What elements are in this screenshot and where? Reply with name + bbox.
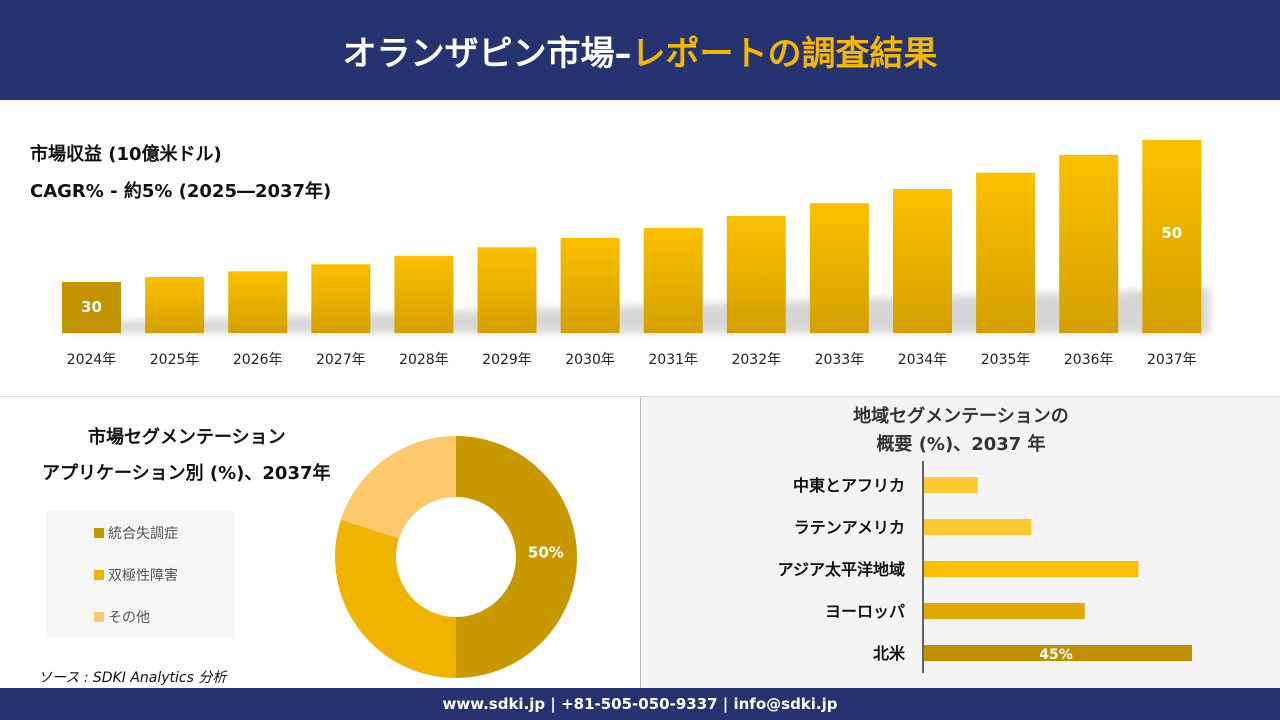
segment-title-1: 市場セグメンテーション <box>88 427 286 448</box>
title-accent: レポートの調査結果 <box>631 33 938 74</box>
x-tick-label: 2030年 <box>565 352 615 368</box>
region-bar <box>924 645 1192 661</box>
x-tick-label: 2036年 <box>1064 352 1114 368</box>
y-tick-label: 北米 <box>873 644 906 663</box>
region-bar <box>924 519 1032 535</box>
revenue-bar <box>228 271 288 333</box>
x-tick-label: 2025年 <box>150 352 200 368</box>
x-tick-label: 2034年 <box>898 352 948 368</box>
footer-contact: www.sdki.jp | +81-505-050-9337 | info@sd… <box>0 688 1280 720</box>
x-tick-label: 2028年 <box>399 352 449 368</box>
x-tick-label: 2026年 <box>233 352 283 368</box>
revenue-bar <box>1059 154 1119 333</box>
x-tick-label: 2029年 <box>482 352 532 368</box>
legend-swatch <box>94 612 104 622</box>
region-title: 地域セグメンテーションの 概要 (%)、2037 年 <box>853 406 1069 455</box>
cagr-text: CAGR% - 約5% (2025―2037年) <box>30 181 332 202</box>
application-segment-panel: 市場セグメンテーション アプリケーション別 (%)、2037年 統合失調症 双極… <box>0 396 640 688</box>
source-note: ソース : SDKI Analytics 分析 <box>38 670 227 686</box>
revenue-bar <box>394 255 454 333</box>
y-tick-label: アジア太平洋地域 <box>778 560 905 579</box>
legend-item: その他 <box>94 607 150 627</box>
x-tick-label: 2035年 <box>981 352 1031 368</box>
donut-legend: 統合失調症 双極性障害 その他 <box>46 511 235 638</box>
legend-swatch <box>94 570 104 580</box>
data-label: 50 <box>1161 224 1182 242</box>
header-banner: オランザピン市場– レポートの調査結果 <box>0 0 1280 100</box>
revenue-bar <box>643 228 703 333</box>
region-bar <box>924 561 1139 577</box>
y-tick-label: ヨーロッパ <box>825 602 905 621</box>
x-tick-label: 2032年 <box>731 352 781 368</box>
revenue-bar <box>477 247 537 333</box>
x-tick-label: 2031年 <box>648 352 698 368</box>
y-tick-label: ラテンアメリカ <box>794 518 905 537</box>
segment-title-2: アプリケーション別 (%)、2037年 <box>42 463 331 484</box>
donut-slice <box>456 436 577 678</box>
legend-swatch <box>94 528 104 538</box>
revenue-bar <box>560 237 620 333</box>
revenue-bar <box>1142 140 1202 333</box>
revenue-bar <box>893 188 952 333</box>
legend-item: 統合失調症 <box>94 523 178 543</box>
x-tick-label: 2027年 <box>316 352 366 368</box>
donut-slice <box>335 519 456 678</box>
x-tick-label: 2024年 <box>67 352 117 368</box>
region-bar <box>924 477 978 493</box>
revenue-bar <box>311 264 371 333</box>
donut-data-label: 50% <box>528 544 564 562</box>
region-segment-panel: 地域セグメンテーションの 概要 (%)、2037 年 中東とアフリカ ラテンアメリカ… <box>640 396 1280 688</box>
revenue-bar <box>62 282 121 333</box>
revenue-bar <box>726 215 786 333</box>
revenue-bar <box>809 203 869 333</box>
x-tick-label: 2037年 <box>1147 352 1197 368</box>
revenue-bar-chart: 2024年 30 2025年 2026年 2027年 2028年 2029年 2030年 203… <box>62 140 1210 368</box>
revenue-bar <box>976 172 1036 333</box>
y-tick-label: 中東とアフリカ <box>793 476 905 495</box>
revenue-bar <box>145 277 205 333</box>
revenue-title: 市場収益 (10億米ドル) <box>30 144 222 165</box>
title-main: オランザピン市場– <box>342 33 632 74</box>
application-donut-chart: 50% <box>335 436 577 678</box>
x-tick-label: 2033年 <box>815 352 865 368</box>
legend-item: 双極性障害 <box>94 565 178 585</box>
data-label: 45% <box>1039 647 1073 663</box>
region-bar <box>924 603 1085 619</box>
data-label: 30 <box>81 298 102 316</box>
donut-slice <box>340 436 456 539</box>
revenue-section: 市場収益 (10億米ドル) CAGR% - 約5% (2025―2037年) 2… <box>0 100 1280 396</box>
